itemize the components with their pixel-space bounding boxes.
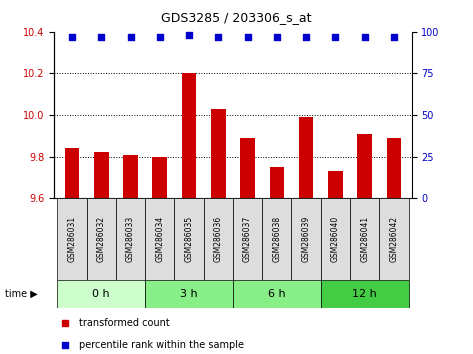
Bar: [350, 198, 379, 280]
Bar: [57, 280, 145, 308]
Point: [332, 34, 339, 40]
Bar: [175, 198, 204, 280]
Text: GSM286032: GSM286032: [97, 216, 106, 262]
Bar: [379, 198, 409, 280]
Point: [97, 34, 105, 40]
Text: GSM286039: GSM286039: [302, 216, 311, 262]
Text: GSM286036: GSM286036: [214, 216, 223, 262]
Point: [68, 34, 76, 40]
Bar: [321, 280, 409, 308]
Bar: [116, 198, 145, 280]
Bar: [386, 138, 401, 198]
Bar: [291, 198, 321, 280]
Bar: [182, 74, 196, 198]
Text: GDS3285 / 203306_s_at: GDS3285 / 203306_s_at: [161, 11, 312, 24]
Bar: [65, 148, 79, 198]
Bar: [204, 198, 233, 280]
Bar: [94, 153, 108, 198]
Point: [215, 34, 222, 40]
Text: 3 h: 3 h: [180, 289, 198, 299]
Point: [326, 52, 334, 58]
Bar: [240, 138, 255, 198]
Text: GSM286035: GSM286035: [184, 216, 193, 262]
Bar: [233, 280, 321, 308]
Bar: [145, 198, 175, 280]
Bar: [328, 171, 343, 198]
Text: GSM286041: GSM286041: [360, 216, 369, 262]
Point: [156, 34, 164, 40]
Bar: [299, 117, 314, 198]
Text: 6 h: 6 h: [268, 289, 286, 299]
Point: [302, 34, 310, 40]
Point: [361, 34, 368, 40]
Bar: [123, 155, 138, 198]
Point: [273, 34, 280, 40]
Bar: [152, 156, 167, 198]
Text: GSM286034: GSM286034: [155, 216, 164, 262]
Bar: [358, 134, 372, 198]
Bar: [211, 109, 226, 198]
Text: GSM286033: GSM286033: [126, 216, 135, 262]
Point: [244, 34, 251, 40]
Bar: [57, 198, 87, 280]
Text: GSM286042: GSM286042: [389, 216, 398, 262]
Text: time ▶: time ▶: [5, 289, 37, 299]
Text: GSM286038: GSM286038: [272, 216, 281, 262]
Text: GSM286040: GSM286040: [331, 216, 340, 262]
Bar: [145, 280, 233, 308]
Point: [185, 32, 193, 38]
Text: GSM286031: GSM286031: [68, 216, 77, 262]
Bar: [87, 198, 116, 280]
Point: [390, 34, 398, 40]
Text: GSM286037: GSM286037: [243, 216, 252, 262]
Point: [326, 245, 334, 251]
Point: [127, 34, 134, 40]
Bar: [262, 198, 291, 280]
Text: 0 h: 0 h: [92, 289, 110, 299]
Bar: [270, 167, 284, 198]
Text: percentile rank within the sample: percentile rank within the sample: [79, 339, 245, 350]
Text: transformed count: transformed count: [79, 318, 170, 329]
Text: 12 h: 12 h: [352, 289, 377, 299]
Bar: [321, 198, 350, 280]
Bar: [233, 198, 262, 280]
